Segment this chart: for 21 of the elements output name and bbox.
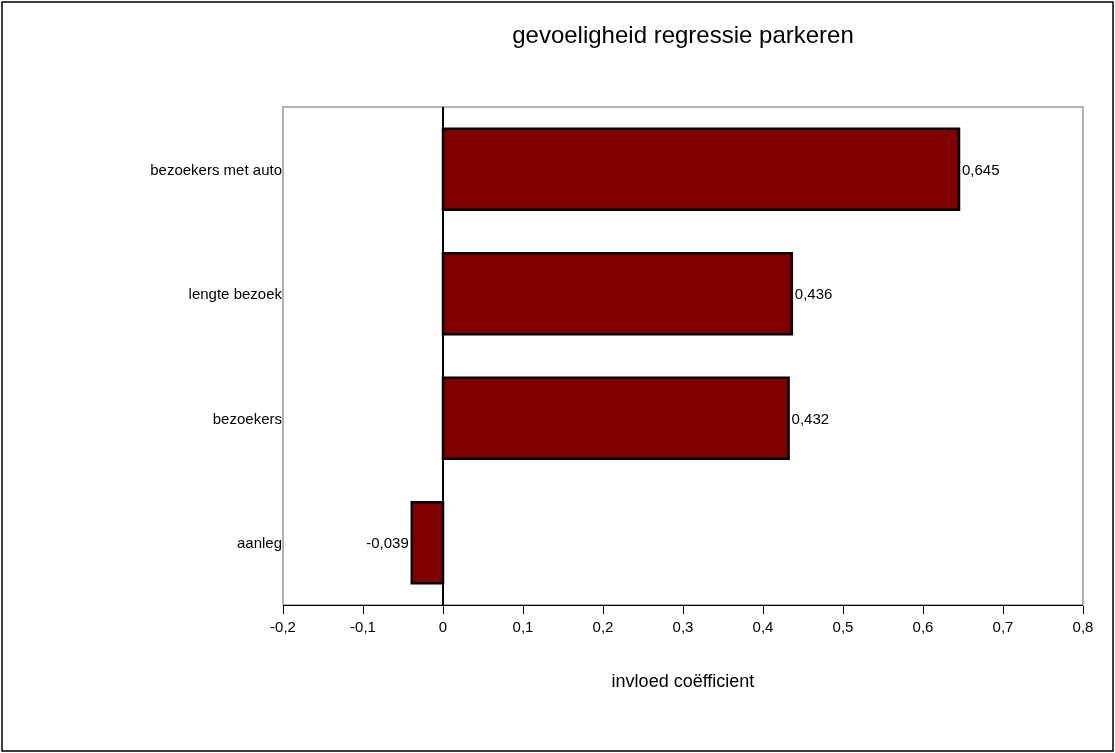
y-tick-label: bezoekers met auto xyxy=(150,160,282,178)
x-tick-label: 0 xyxy=(438,618,448,635)
x-tick-label: -0,1 xyxy=(350,618,376,635)
x-tick-label: 0,2 xyxy=(592,618,614,635)
data-label: 0,432 xyxy=(791,409,830,427)
y-tick-label: lengte bezoek xyxy=(188,285,283,302)
x-tick-label: 0,7 xyxy=(992,618,1014,635)
chart-title: gevoeligheid regressie parkeren xyxy=(512,21,854,49)
y-tick-label: aanleg xyxy=(236,534,282,551)
x-tick-label: 0,4 xyxy=(752,618,774,635)
data-label: 0,436 xyxy=(794,285,833,303)
x-tick-label: 0,5 xyxy=(832,618,854,635)
x-tick-label: 0,6 xyxy=(912,618,934,635)
data-label: -0,039 xyxy=(366,534,409,552)
data-label: 0,645 xyxy=(962,160,1000,178)
x-axis-title: invloed coëfficient xyxy=(611,671,755,692)
x-tick-label: 0,3 xyxy=(672,618,694,635)
y-tick-label: bezoekers xyxy=(212,409,282,427)
x-tick-label: 0,8 xyxy=(1072,618,1094,635)
x-tick-label: 0,1 xyxy=(512,618,534,635)
x-tick-label: -0,2 xyxy=(270,618,296,635)
